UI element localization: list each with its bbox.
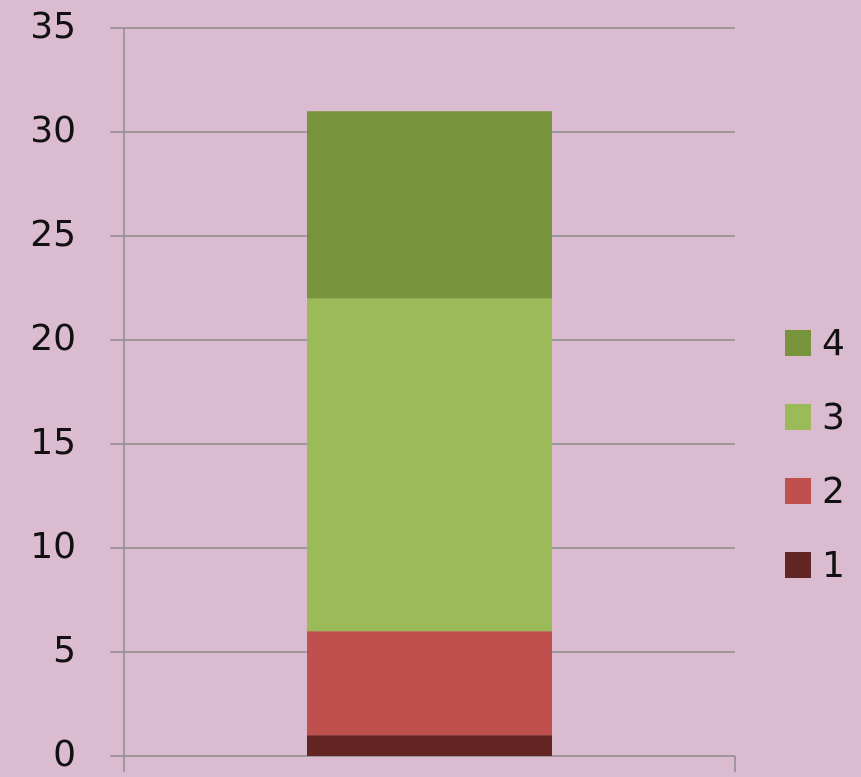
y-tick-label: 5 — [53, 630, 76, 671]
y-tick-label: 25 — [30, 214, 76, 255]
y-tick-label: 10 — [30, 526, 76, 567]
bar-segment — [307, 631, 552, 736]
legend-label: 3 — [822, 397, 845, 438]
y-tick-label: 30 — [30, 110, 76, 151]
bar-segment — [307, 111, 552, 299]
legend-swatch — [785, 404, 811, 430]
legend-swatch — [785, 330, 811, 356]
legend-swatch — [785, 478, 811, 504]
y-tick-label: 0 — [53, 734, 76, 775]
legend-label: 2 — [822, 471, 845, 512]
y-tick-label: 20 — [30, 318, 76, 359]
y-tick-label: 15 — [30, 422, 76, 463]
bar-segment — [307, 298, 552, 632]
legend-swatch — [785, 552, 811, 578]
legend-label: 4 — [822, 323, 845, 364]
legend-label: 1 — [822, 545, 845, 586]
y-tick-label: 35 — [30, 6, 76, 47]
bar-segment — [307, 735, 552, 756]
